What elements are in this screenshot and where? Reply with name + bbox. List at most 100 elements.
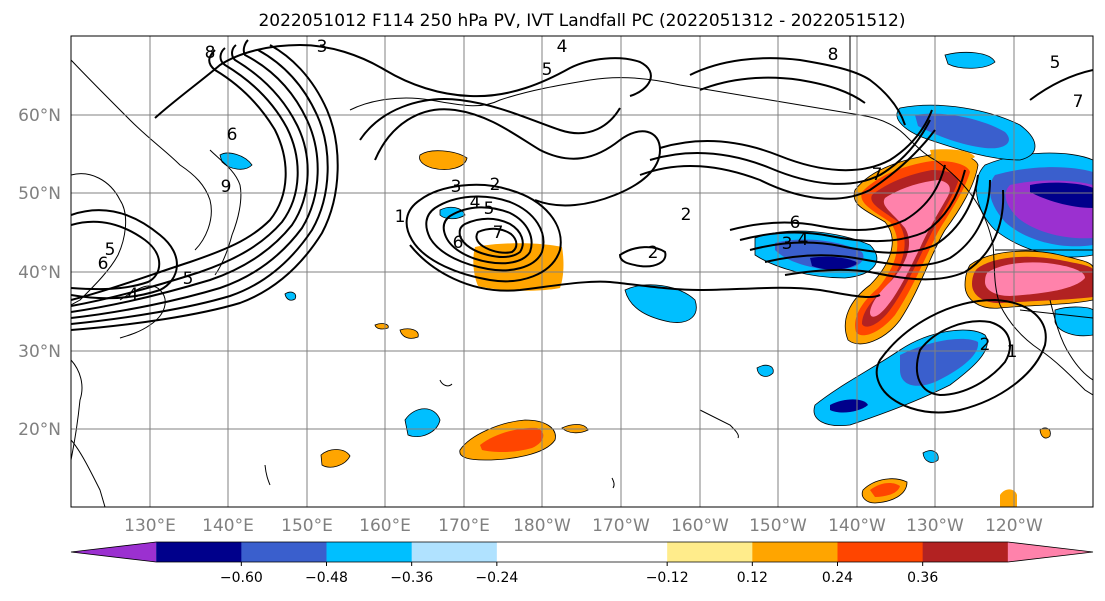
ivt-neg-region-small-6 <box>284 291 297 301</box>
ivt-pos-region-aleutian <box>419 150 468 170</box>
contour-label: 6 <box>453 233 464 253</box>
lon-label: 150°W <box>749 516 807 536</box>
ivt-pos-region-small-1 <box>320 449 351 468</box>
ivt-neg-region-gulf-core <box>810 256 858 270</box>
colorbar-swatch <box>837 542 924 562</box>
contour-label: 8 <box>205 43 216 63</box>
pv-contour-ridge-5 <box>71 49 329 325</box>
contour-label: 4 <box>798 230 809 250</box>
ivt-pos-region-small-5-core <box>870 482 900 497</box>
pv-contour-subtropical-1 <box>409 244 881 299</box>
coastline-southeast-asia <box>71 439 106 507</box>
contour-labels: 8 3 4 5 8 5 6 9 5 6 4 5 3 4 5 2 1 6 7 2 … <box>98 37 1084 362</box>
pv-contour-north-3 <box>154 43 652 119</box>
contour-label: 7 <box>1073 92 1084 112</box>
colorbar-swatch <box>496 542 583 562</box>
lat-label: 40°N <box>18 263 61 283</box>
lon-label: 130°W <box>906 516 964 536</box>
ivt-neg-region-small-4 <box>756 364 774 377</box>
colorbar-swatch <box>71 542 157 562</box>
contour-label: 2 <box>648 243 659 263</box>
ivt-pos-region-subtropical-core <box>480 427 544 453</box>
islands-small-1 <box>439 379 453 387</box>
lon-label: 120°W <box>985 516 1043 536</box>
pv-contour-trough-4 <box>749 174 979 254</box>
contour-label: 1 <box>395 207 406 227</box>
ivt-neg-region-small-5 <box>922 450 939 463</box>
ivt-pos-region-small-8 <box>930 149 975 162</box>
pv-contour-cutoff-3 <box>425 195 545 272</box>
colorbar-tick-label: −0.60 <box>220 570 263 586</box>
contour-label: 1 <box>1007 342 1018 362</box>
lat-label: 20°N <box>18 420 61 440</box>
colorbar-swatch <box>1007 542 1093 562</box>
coastline-siberia <box>71 59 212 251</box>
colorbar-outline <box>70 541 1094 563</box>
pv-contour-cutoff-2 <box>405 183 562 283</box>
pv-contour-east-4 <box>659 109 933 172</box>
ivt-neg-region-small-1 <box>439 206 466 220</box>
pv-contour-north-east-8 <box>689 57 906 126</box>
coastline-kamchatka <box>209 149 242 276</box>
ivt-neg-region-west-pacific <box>404 408 441 437</box>
colorbar-tick-label: −0.12 <box>646 570 689 586</box>
colorbar: −0.60 −0.48 −0.36 −0.24 −0.12 0.12 0.24 0.36 <box>70 541 1094 586</box>
ivt-neg-region-east-pacific-core <box>830 399 868 413</box>
ivt-pos-region-small-6 <box>1000 489 1017 507</box>
contour-label: 5 <box>1050 53 1061 73</box>
pv-contour-west-5 <box>71 209 178 300</box>
pv-contour-ridge-1 <box>71 49 287 301</box>
lon-label: 160°E <box>359 516 411 536</box>
colorbar-tick-label: 0.36 <box>907 570 938 586</box>
colorbar-swatches <box>70 541 1094 563</box>
pv-contour-north-east-7 <box>699 76 866 104</box>
pv-contour-east-2 <box>639 129 936 200</box>
lon-label: 180°W <box>513 516 571 536</box>
contour-label: 5 <box>105 240 116 260</box>
contour-label: 2 <box>980 335 991 355</box>
colorbar-swatch <box>411 542 498 562</box>
colorbar-tick-label: −0.24 <box>475 570 518 586</box>
contour-label: 2 <box>490 175 501 195</box>
longitude-labels: 130°E 140°E 150°E 160°E 170°E 180°W 170°… <box>124 516 1043 536</box>
contour-label: 3 <box>451 177 462 197</box>
coastline-china <box>71 359 83 461</box>
ivt-neg-region-central-pacific <box>624 284 697 323</box>
pv-contour-ridge-4 <box>71 39 319 319</box>
lon-label: 130°E <box>124 516 176 536</box>
pv-contours <box>71 39 1093 414</box>
colorbar-tick-label: 0.24 <box>822 570 853 586</box>
pv-contour-ep-cutoff-2 <box>915 320 1011 397</box>
lon-label: 140°E <box>202 516 254 536</box>
islands-small-3 <box>611 477 615 489</box>
pv-contour-ep-cutoff-1 <box>875 298 1047 414</box>
coastline-alaska <box>589 77 936 161</box>
lat-label: 60°N <box>18 106 61 126</box>
contour-label: 5 <box>542 60 553 80</box>
pv-contour-small-2 <box>618 246 667 268</box>
ivt-neg-region-nw-us-dark <box>1030 182 1093 208</box>
contour-label: 4 <box>557 37 568 57</box>
contour-label: 9 <box>221 177 232 197</box>
lat-label: 30°N <box>18 342 61 362</box>
pv-contour-aleutian-2 <box>359 98 621 141</box>
coastline-baja <box>1049 299 1093 381</box>
lon-label: 170°W <box>592 516 650 536</box>
ivt-pos-region-coast-core <box>870 180 950 317</box>
pv-contour-northeast-5 <box>1029 69 1093 101</box>
contour-label: 3 <box>317 37 328 57</box>
contour-label: 5 <box>183 269 194 289</box>
contour-label: 6 <box>227 125 238 145</box>
figure-title: 2022051012 F114 250 hPa PV, IVT Landfall… <box>258 11 905 31</box>
colorbar-swatch <box>667 542 753 562</box>
ivt-pos-region-small-7 <box>1039 427 1051 439</box>
latitude-labels: 60°N 50°N 40°N 30°N 20°N <box>18 106 61 440</box>
islands-small-2 <box>264 464 271 486</box>
coastlines <box>71 36 1093 507</box>
lon-label: 140°W <box>828 516 886 536</box>
pv-contour-ridge-2 <box>71 47 299 307</box>
ivt-pos-region-small-3 <box>374 323 389 330</box>
ivt-neg-region-small-3 <box>944 51 996 69</box>
colorbar-swatch <box>922 542 1009 562</box>
